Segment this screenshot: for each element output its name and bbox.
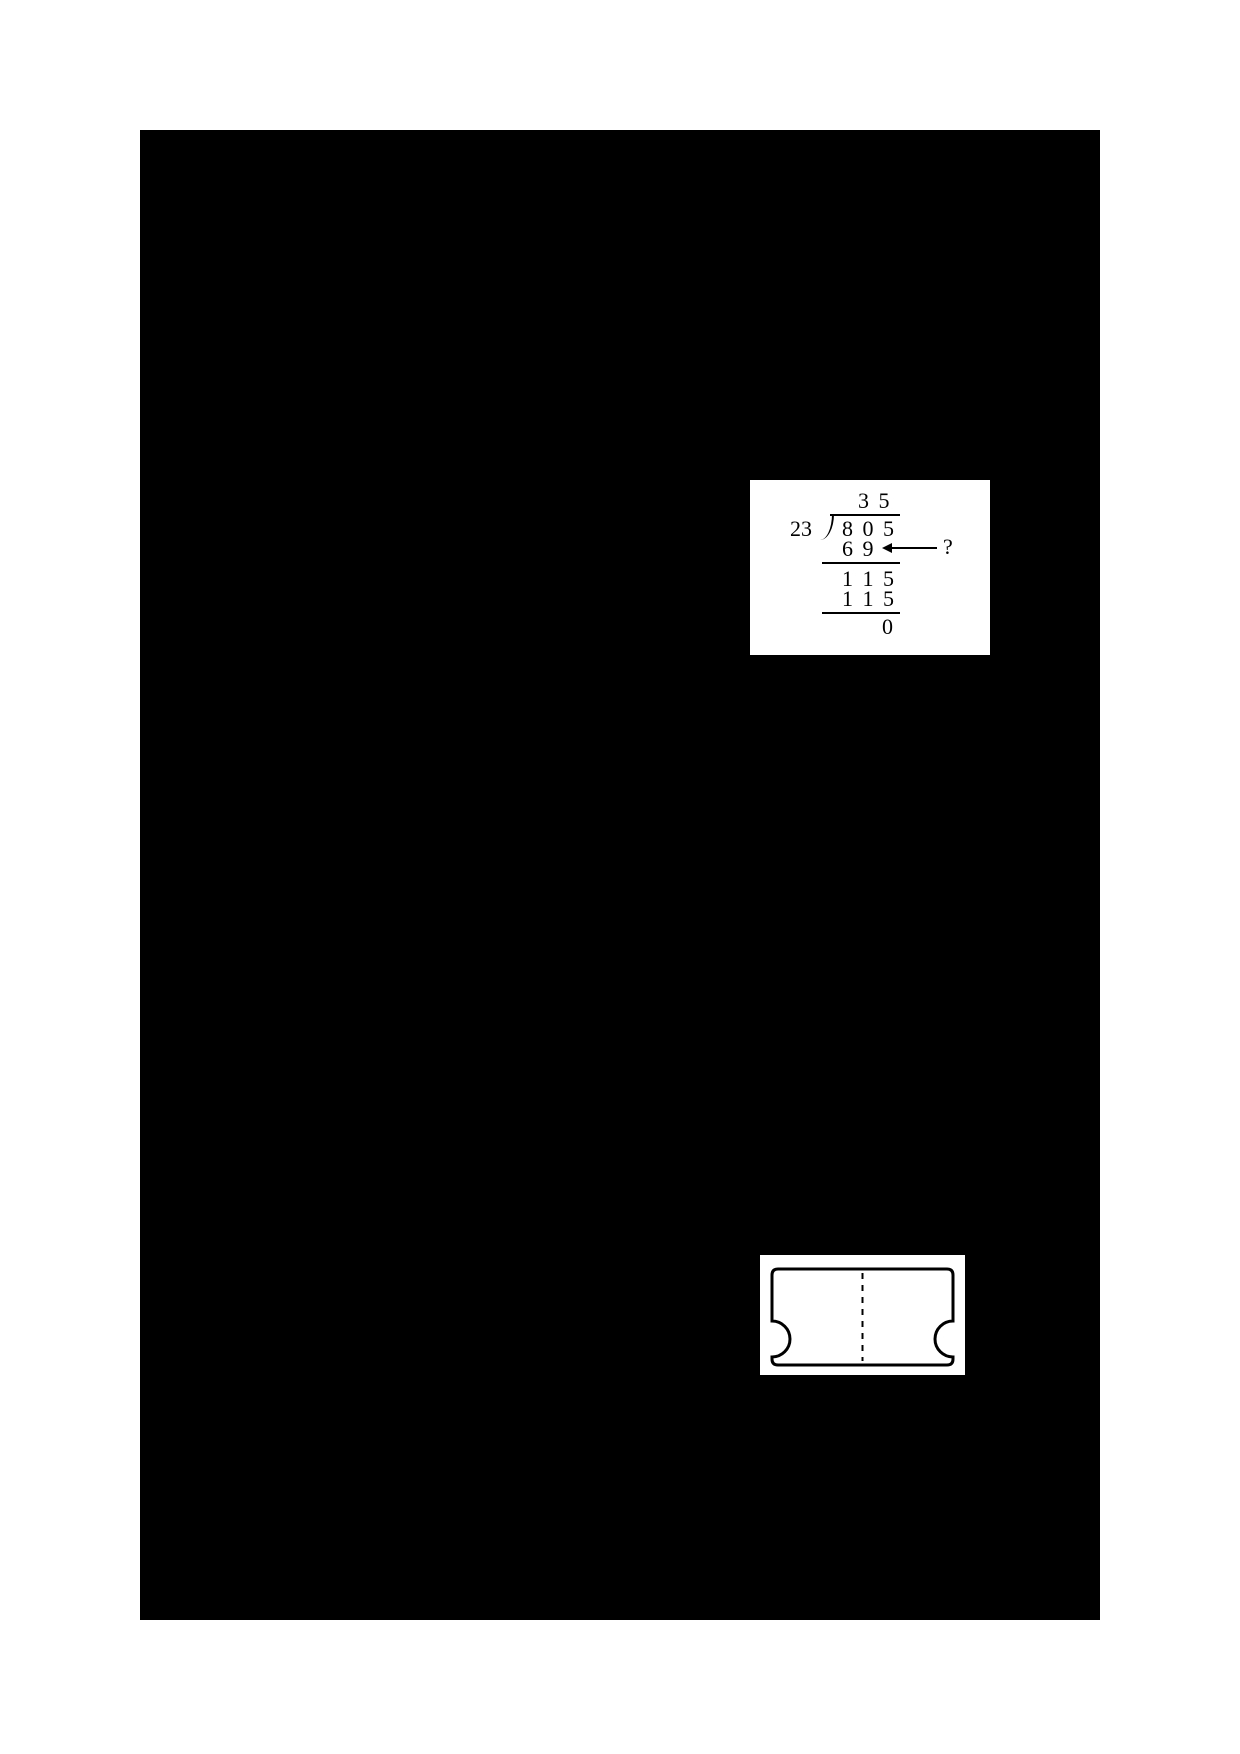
arrow-left-icon [882, 543, 892, 553]
content-panel: 3 5 23 8 0 5 6 9 ? 1 1 5 [140, 130, 1100, 1620]
notched-rectangle-svg [760, 1255, 965, 1375]
division-quotient: 3 5 [858, 490, 892, 512]
page: 3 5 23 8 0 5 6 9 ? 1 1 5 [0, 0, 1240, 1754]
division-bracket [818, 514, 834, 540]
division-arrow-label: ? [943, 536, 953, 558]
long-division-body: 3 5 23 8 0 5 6 9 ? 1 1 5 [750, 480, 990, 655]
division-row1: 6 9 [842, 538, 876, 560]
division-row3: 1 1 5 [842, 588, 896, 610]
long-division-figure: 3 5 23 8 0 5 6 9 ? 1 1 5 [750, 480, 990, 655]
division-divisor: 23 [790, 518, 812, 540]
division-arrow-line [892, 547, 937, 549]
notched-rectangle-figure [760, 1255, 965, 1375]
division-subtraction-line-1 [822, 562, 900, 564]
division-remainder: 0 [882, 616, 895, 638]
